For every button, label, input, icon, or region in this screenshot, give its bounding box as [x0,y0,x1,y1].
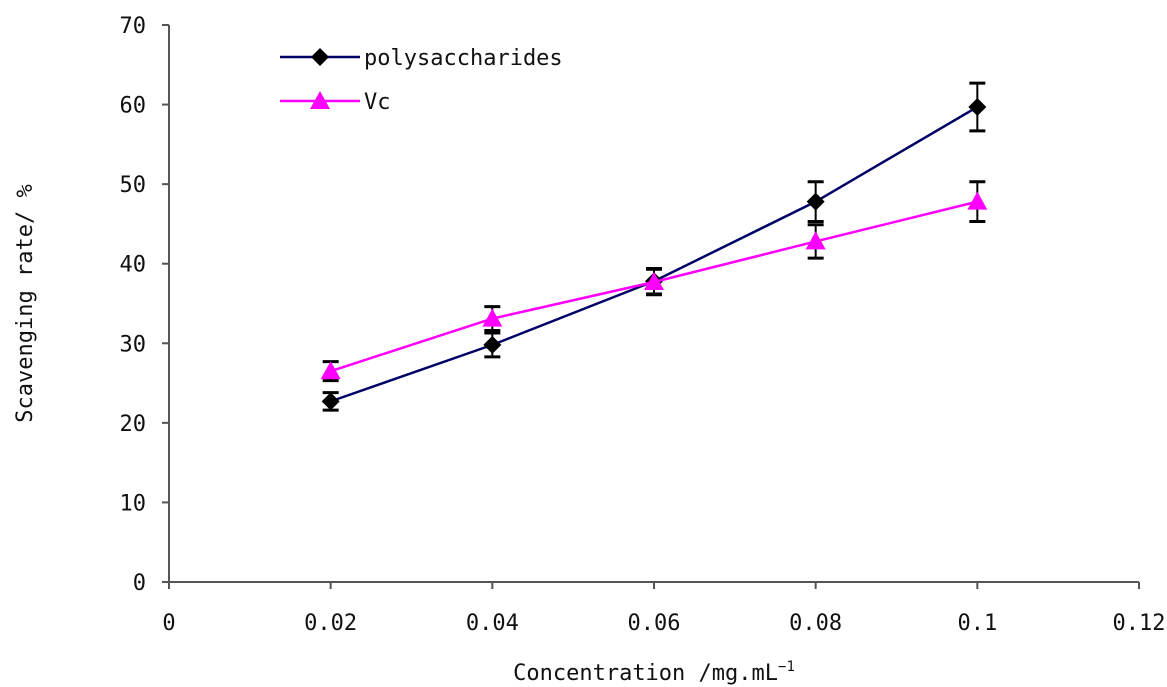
data-point-polysaccharides [483,335,502,354]
data-point-vc [967,191,988,210]
y-tick-label: 20 [120,412,147,437]
data-point-vc [805,231,826,250]
series-line-polysaccharides [330,105,978,403]
y-ticks: 0 10 20 30 40 50 60 70 [120,14,169,596]
x-tick-label: 0.02 [304,611,357,636]
data-point-vc [644,272,664,291]
legend-marker-vc [310,91,330,109]
x-tick-label: 0.06 [628,611,681,636]
x-tick-label: 0.04 [466,611,519,636]
legend-item-polysaccharides: polysaccharides [280,46,563,71]
series-layer [320,81,988,412]
data-point-vc [482,308,503,327]
y-tick-label: 50 [120,173,147,198]
legend-label-polysaccharides: polysaccharides [364,46,563,71]
legend-item-vc: Vc [280,90,391,115]
legend-marker-polysaccharides [311,48,329,66]
series-vc [320,180,988,383]
y-tick-label: 70 [120,14,147,39]
legend-label-vc: Vc [364,90,391,115]
y-tick-label: 40 [120,253,147,278]
y-tick-label: 0 [133,571,146,596]
legend: polysaccharides Vc [280,46,563,115]
data-point-polysaccharides [321,392,340,411]
y-tick-label: 10 [120,491,147,516]
y-axis-label: Scavenging rate/ % [13,184,38,422]
series-polysaccharides [321,81,987,412]
x-axis-label: Concentration /mg.mL−1 [513,659,795,686]
y-tick-label: 30 [120,332,147,357]
x-tick-label: 0.12 [1113,611,1166,636]
data-point-vc [320,361,341,380]
x-tick-label: 0.08 [789,611,842,636]
x-tick-label: 0 [162,611,175,636]
x-tick-label: 0.1 [957,611,997,636]
data-point-polysaccharides [806,192,825,211]
data-point-polysaccharides [968,97,987,116]
y-tick-label: 60 [120,94,147,119]
x-ticks: 0 0.02 0.04 0.06 0.08 0.1 0.12 [162,582,1165,636]
